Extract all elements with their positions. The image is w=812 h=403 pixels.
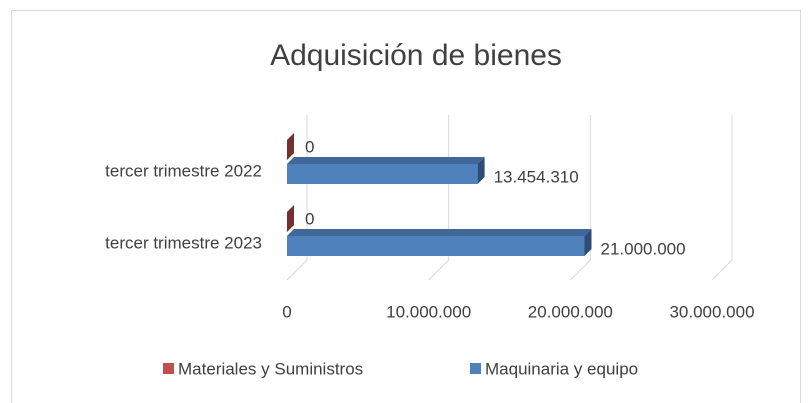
bar xyxy=(287,236,585,256)
bar-side xyxy=(477,157,485,184)
x-tick-label: 20.000.000 xyxy=(528,302,613,321)
bar-top xyxy=(287,157,485,164)
bar-side xyxy=(287,133,294,160)
chart-border xyxy=(11,10,801,403)
legend-label: Materiales y Suministros xyxy=(178,359,363,378)
data-label: 13.454.310 xyxy=(494,167,579,186)
data-label: 0 xyxy=(305,137,314,156)
x-tick-label: 30.000.000 xyxy=(669,302,754,321)
data-label: 21.000.000 xyxy=(601,239,686,258)
y-tick-label: tercer trimestre 2022 xyxy=(105,161,262,180)
grid-line xyxy=(569,115,591,281)
bar-side xyxy=(287,205,294,232)
bar-side xyxy=(584,229,592,256)
legend-swatch xyxy=(470,363,481,374)
chart-title: Adquisición de bienes xyxy=(270,39,562,72)
data-label: 0 xyxy=(305,209,314,228)
y-tick-label: tercer trimestre 2023 xyxy=(105,233,262,252)
x-tick-label: 10.000.000 xyxy=(386,302,471,321)
legend-label: Maquinaria y equipo xyxy=(485,359,638,378)
legend-swatch xyxy=(163,363,174,374)
bar xyxy=(287,164,478,184)
grid-line xyxy=(711,115,733,281)
x-tick-label: 0 xyxy=(282,302,291,321)
bar-top xyxy=(287,229,592,236)
